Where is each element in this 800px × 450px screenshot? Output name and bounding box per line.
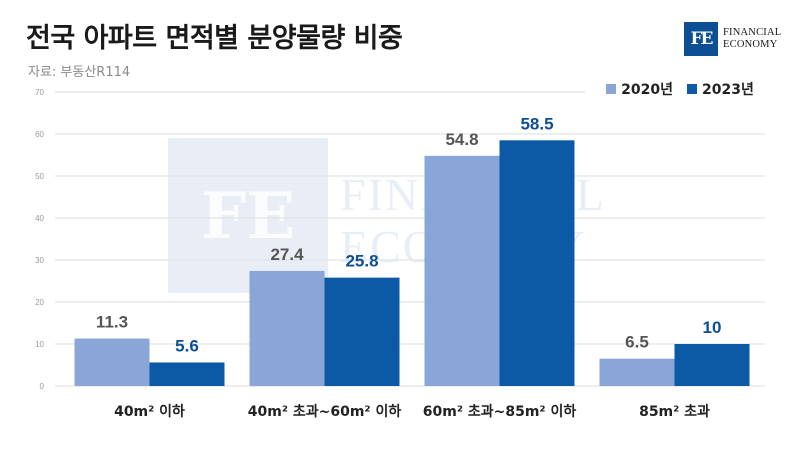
bars <box>74 140 750 386</box>
value-label: 27.4 <box>270 245 304 264</box>
logo-line-1: FINANCIAL <box>723 27 782 38</box>
value-labels: 11.3 5.6 27.4 25.8 54.8 58.5 6.5 10 <box>96 114 722 355</box>
logo-line-2: ECONOMY <box>723 39 778 50</box>
x-axis-ticks: 40m² 이하 40m² 초과~60m² 이하 60m² 초과~85m² 이하 85m… <box>114 403 710 420</box>
bar-2020 <box>599 358 675 386</box>
value-label: 58.5 <box>520 114 553 133</box>
value-label: 6.5 <box>625 333 649 352</box>
bar-2023 <box>324 277 400 386</box>
legend-swatch-2023 <box>687 84 697 94</box>
page-title: 전국 아파트 면적별 분양물량 비중 <box>26 23 403 54</box>
bar-2020 <box>424 155 500 386</box>
legend-item-2020: 2020년 <box>606 79 673 99</box>
brand-logo: FE FINANCIAL ECONOMY <box>684 22 781 56</box>
x-tick-label: 60m² 초과~85m² 이하 <box>423 403 577 420</box>
bar-2023 <box>499 140 575 386</box>
legend: 2020년 2023년 <box>585 74 775 104</box>
watermark-mark <box>168 138 328 293</box>
y-tick-label: 0 <box>40 382 45 391</box>
source-note: 자료: 부동산R114 <box>28 65 131 80</box>
y-tick-label: 70 <box>35 88 44 97</box>
logo-mark-icon: FE <box>684 22 718 56</box>
legend-label-2023: 2023년 <box>702 82 754 98</box>
bar-2023 <box>149 362 225 386</box>
x-tick-label: 40m² 이하 <box>114 403 185 420</box>
y-tick-label: 50 <box>35 172 44 181</box>
logo-wordmark: FINANCIAL ECONOMY <box>723 27 781 51</box>
legend-label-2020: 2020년 <box>621 82 673 98</box>
bar-2020 <box>249 270 325 386</box>
y-tick-label: 40 <box>35 214 44 223</box>
y-tick-label: 10 <box>35 340 44 349</box>
value-label: 10 <box>703 318 722 337</box>
value-label: 54.8 <box>445 130 478 149</box>
value-label: 5.6 <box>175 336 199 355</box>
watermark-mark-text: FE <box>201 179 295 254</box>
x-tick-label: 40m² 초과~60m² 이하 <box>248 403 402 420</box>
y-tick-label: 20 <box>35 298 44 307</box>
y-tick-label: 60 <box>35 130 44 139</box>
legend-swatch-2020 <box>606 84 617 94</box>
x-tick-label: 85m² 초과 <box>639 404 710 420</box>
y-tick-label: 30 <box>35 256 44 265</box>
value-label: 25.8 <box>345 252 378 271</box>
value-label: 11.3 <box>96 313 128 332</box>
y-axis-ticks: 0 10 20 30 40 50 60 70 <box>35 88 44 391</box>
legend-item-2023: 2023년 <box>687 79 754 99</box>
bar-2023 <box>674 344 750 386</box>
bar-2020 <box>74 338 150 386</box>
